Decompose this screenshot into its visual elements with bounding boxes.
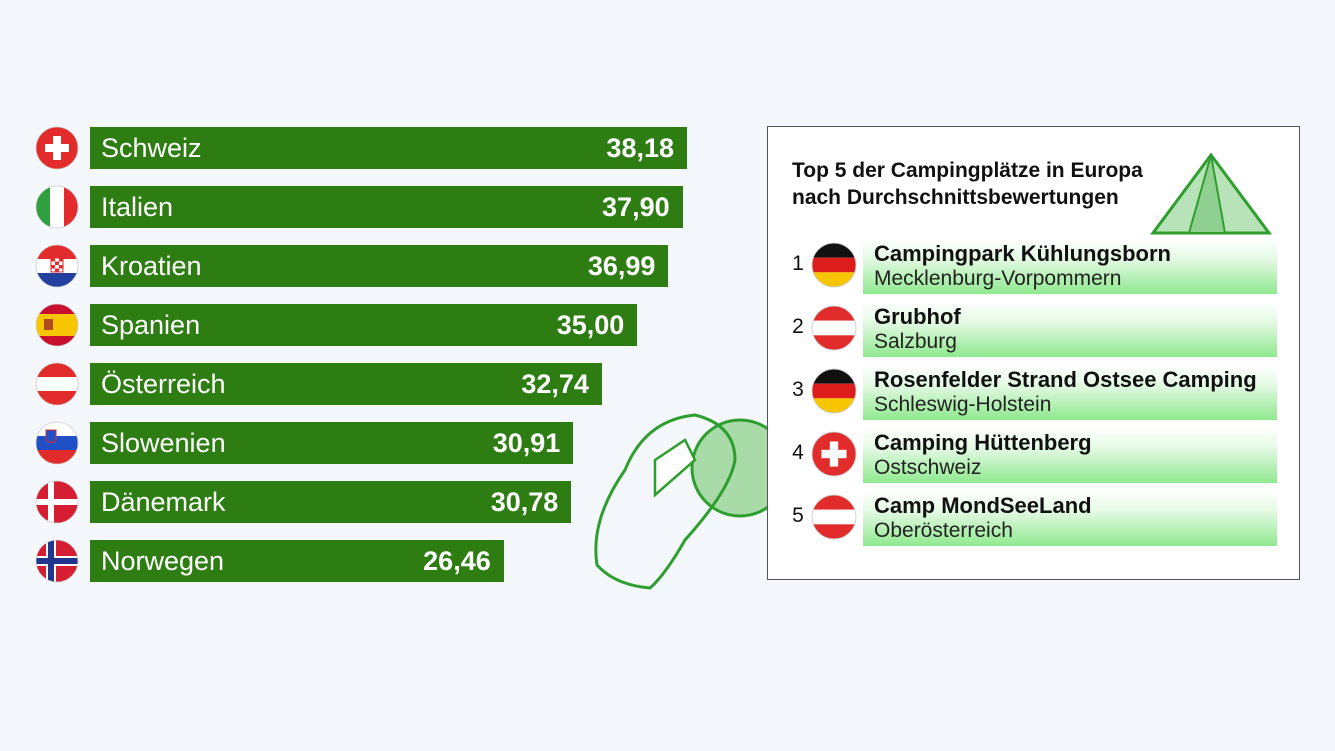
germany-flag-icon: [811, 368, 857, 414]
campsite-name: Camping Hüttenberg: [874, 430, 1092, 455]
campsite-name: Grubhof: [874, 304, 961, 329]
rank-number: 1: [792, 252, 804, 275]
bar-row: Slowenien 30,91: [0, 421, 760, 465]
austria-flag-icon: [811, 305, 857, 351]
switzerland-flag-icon: [811, 431, 857, 477]
austria-flag-icon: [811, 494, 857, 540]
bar-category-label: Slowenien: [101, 428, 226, 458]
rank-number: 4: [792, 441, 804, 464]
rank-number: 5: [792, 504, 804, 527]
bar-row: Italien 37,90: [0, 185, 760, 229]
panel-title: Top 5 der Campingplätze in Europa nach D…: [792, 157, 1182, 211]
campsite-region: Oberösterreich: [874, 519, 1013, 542]
italy-flag-icon: [35, 185, 79, 229]
list-item: 3 Rosenfelder Strand Ostsee Camping Schles…: [768, 364, 1301, 422]
bar-row: Kroatien 36,99: [0, 244, 760, 288]
bar: [90, 304, 638, 346]
rank-box: Camp MondSeeLand Oberösterreich: [863, 490, 1277, 546]
norway-flag-icon: [35, 539, 79, 583]
bar-value-label: 37,90: [602, 192, 670, 222]
bar-category-label: Italien: [101, 192, 174, 222]
croatia-flag-icon: [35, 244, 79, 288]
campsite-name: Rosenfelder Strand Ostsee Camping: [874, 367, 1257, 392]
campsite-name: Campingpark Kühlungsborn: [874, 241, 1171, 266]
denmark-flag-icon: [35, 480, 79, 524]
bar-category-label: Dänemark: [101, 487, 226, 517]
bar-row: Norwegen 26,46: [0, 539, 760, 583]
bar-category-label: Österreich: [101, 369, 226, 399]
bar: [90, 127, 687, 169]
top-campsites-panel: Top 5 der Campingplätze in Europa nach D…: [767, 126, 1300, 580]
tent-icon: [1150, 152, 1272, 235]
list-item: 2 Grubhof Salzburg: [768, 301, 1301, 359]
bar-category-label: Norwegen: [101, 546, 225, 576]
bar-row: Spanien 35,00: [0, 303, 760, 347]
campsite-region: Schleswig-Holstein: [874, 393, 1052, 416]
bar: [90, 245, 669, 287]
bar-value-label: 32,74: [521, 369, 589, 399]
bar-value-label: 30,78: [490, 487, 559, 517]
bar: [90, 363, 602, 405]
rank-box: Grubhof Salzburg: [863, 301, 1277, 357]
campsite-region: Salzburg: [874, 330, 957, 353]
germany-flag-icon: [811, 242, 857, 288]
campsite-region: Ostschweiz: [874, 456, 982, 479]
bar-category-label: Kroatien: [101, 251, 202, 281]
panel-title-line2: nach Durchschnittsbewertungen: [792, 186, 1119, 209]
rank-box: Camping Hüttenberg Ostschweiz: [863, 427, 1277, 483]
bar-row: Dänemark 30,78: [0, 480, 760, 524]
slovenia-flag-icon: [35, 421, 79, 465]
bar-chart: Schweiz 38,18 Italien 37,90 Kroatien 36,99 Spa…: [0, 126, 760, 583]
switzerland-flag-icon: [35, 126, 79, 170]
rank-number: 2: [792, 315, 804, 338]
bar-row: Österreich 32,74: [0, 362, 760, 406]
bar-value-label: 26,46: [423, 546, 491, 576]
rank-box: Campingpark Kühlungsborn Mecklenburg-Vorp…: [863, 238, 1277, 294]
campsite-region: Mecklenburg-Vorpommern: [874, 267, 1122, 290]
bar-row: Schweiz 38,18: [0, 126, 760, 170]
map-pin-outline-icon: [594, 413, 785, 590]
bar-value-label: 30,91: [492, 428, 561, 458]
bar-category-label: Spanien: [101, 310, 201, 340]
bar-value-label: 35,00: [556, 310, 625, 340]
rank-number: 3: [792, 378, 804, 401]
bar-category-label: Schweiz: [101, 133, 202, 163]
bar: [90, 540, 504, 582]
bar-value-label: 36,99: [587, 251, 656, 281]
panel-title-line1: Top 5 der Campingplätze in Europa: [792, 159, 1143, 182]
campsite-name: Camp MondSeeLand: [874, 493, 1092, 518]
bar: [90, 186, 683, 228]
bar: [90, 481, 572, 523]
spain-flag-icon: [35, 303, 79, 347]
bar: [90, 422, 574, 464]
list-item: 1 Campingpark Kühlungsborn Mecklenburg-Vor…: [768, 238, 1301, 296]
austria-flag-icon: [35, 362, 79, 406]
rank-box: Rosenfelder Strand Ostsee Camping Schlesw…: [863, 364, 1277, 420]
list-item: 4 Camping Hüttenberg Ostschweiz: [768, 427, 1301, 485]
list-item: 5 Camp MondSeeLand Oberösterreich: [768, 490, 1301, 548]
bar-value-label: 38,18: [606, 133, 674, 163]
